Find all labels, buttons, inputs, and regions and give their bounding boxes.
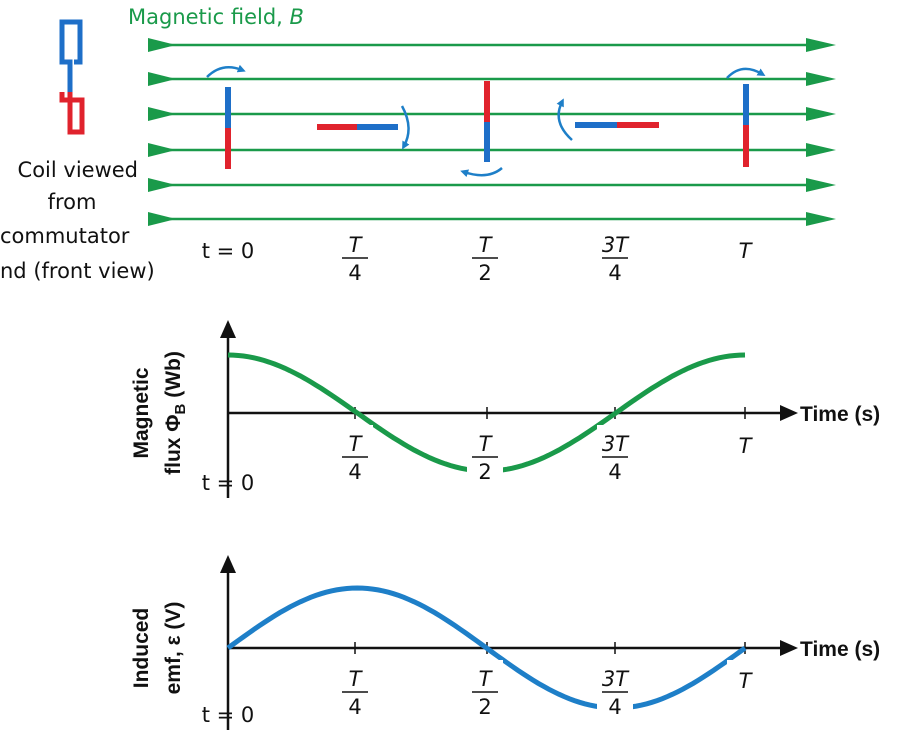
field-arrowhead [806, 212, 836, 226]
rotation-arrow [460, 167, 503, 178]
rotation-arrow [556, 98, 573, 141]
time-numerator: T [479, 233, 494, 257]
time-denominator: 4 [608, 460, 621, 484]
label-background [337, 660, 373, 718]
field-title: Magnetic field, B [128, 5, 304, 29]
time-label: t = 0 [202, 703, 255, 727]
label-background [337, 425, 373, 483]
y-axis-label-part: flux Φ [162, 414, 185, 474]
time-label: T [739, 669, 754, 693]
y-axis-label: flux ΦB (Wb) [162, 351, 189, 475]
coil-icon-red [59, 92, 85, 135]
time-denominator: 2 [478, 460, 491, 484]
time-numerator: 3T [602, 667, 630, 691]
field-symbol: B [290, 5, 304, 29]
time-denominator: 4 [348, 460, 361, 484]
time-numerator: T [349, 233, 364, 257]
time-numerator: T [479, 432, 494, 456]
field-arrowhead [806, 38, 836, 52]
field-arrowhead [148, 72, 176, 86]
field-arrowhead [806, 178, 836, 192]
coil-caption: commutator [0, 224, 130, 248]
x-axis-label: Time (s) [800, 638, 880, 661]
coil-caption: Coil viewed [18, 158, 138, 182]
time-label: T [739, 239, 754, 263]
time-label: t = 0 [202, 239, 255, 263]
time-denominator: 2 [478, 695, 491, 719]
field-arrowhead [148, 38, 176, 52]
field-arrowhead [806, 107, 836, 121]
label-background [727, 660, 763, 718]
time-numerator: 3T [602, 432, 630, 456]
field-arrowhead [806, 72, 836, 86]
time-denominator: 4 [608, 695, 621, 719]
y-axis-label: emf, ε (V) [162, 602, 185, 695]
coil-caption: from [48, 190, 97, 214]
rotation-arrow [400, 105, 410, 150]
rotation-arrow [726, 67, 766, 79]
label-background [467, 660, 503, 718]
time-numerator: 3T [602, 233, 630, 257]
label-background [597, 425, 633, 483]
label-background [467, 425, 503, 483]
coil-icon-blue [59, 19, 83, 92]
time-numerator: T [479, 667, 494, 691]
field-arrowhead [806, 143, 836, 157]
x-axis-label: Time (s) [800, 403, 880, 426]
time-denominator: 4 [608, 261, 621, 285]
field-arrowhead [148, 178, 176, 192]
label-background [597, 660, 633, 718]
field-arrowhead [148, 107, 176, 121]
label-background [727, 425, 763, 483]
y-axis-label-part: (Wb) [162, 351, 185, 403]
time-denominator: 4 [348, 261, 361, 285]
y-axis-label: Induced [130, 608, 153, 689]
coil-caption: nd (front view) [0, 259, 155, 283]
field-title-text: Magnetic field, [128, 5, 290, 29]
time-numerator: T [349, 667, 364, 691]
time-denominator: 4 [348, 695, 361, 719]
rotation-arrow [206, 64, 246, 78]
time-denominator: 2 [478, 261, 491, 285]
time-label: T [739, 434, 754, 458]
field-arrowhead [148, 212, 176, 226]
field-arrowhead [148, 143, 176, 157]
curve [226, 585, 747, 711]
time-numerator: T [349, 432, 364, 456]
time-label: t = 0 [202, 471, 255, 495]
y-axis-label: Magnetic [130, 367, 153, 458]
y-axis-label-subscript: B [172, 403, 189, 414]
